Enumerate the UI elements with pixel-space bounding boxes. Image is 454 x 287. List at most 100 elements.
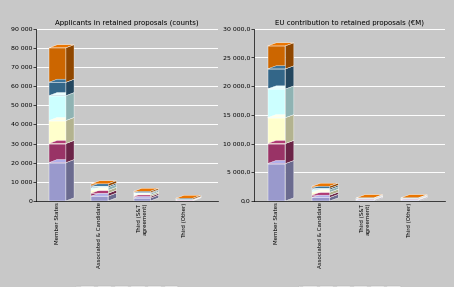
Polygon shape: [330, 185, 338, 190]
Polygon shape: [49, 117, 74, 121]
Polygon shape: [133, 190, 159, 193]
Bar: [401, 199, 419, 200]
Bar: [356, 198, 374, 199]
Polygon shape: [193, 197, 201, 200]
Polygon shape: [108, 190, 116, 196]
Polygon shape: [356, 196, 383, 199]
Bar: [267, 118, 285, 144]
Polygon shape: [91, 187, 116, 190]
Polygon shape: [312, 192, 338, 195]
Bar: [356, 199, 374, 200]
Polygon shape: [285, 43, 294, 69]
Bar: [312, 190, 330, 192]
Bar: [267, 89, 285, 118]
Polygon shape: [312, 194, 338, 197]
Polygon shape: [66, 140, 74, 163]
Polygon shape: [419, 195, 427, 199]
Bar: [312, 197, 330, 201]
Polygon shape: [151, 190, 159, 195]
Polygon shape: [419, 197, 427, 200]
Polygon shape: [49, 140, 74, 144]
Polygon shape: [151, 192, 159, 197]
Polygon shape: [401, 195, 427, 198]
Polygon shape: [356, 197, 383, 200]
Polygon shape: [66, 93, 74, 121]
Bar: [312, 195, 330, 197]
Polygon shape: [401, 197, 427, 199]
Bar: [91, 193, 108, 196]
Polygon shape: [267, 160, 294, 164]
Bar: [91, 190, 108, 193]
Polygon shape: [193, 195, 201, 199]
Polygon shape: [151, 195, 159, 201]
Polygon shape: [193, 196, 201, 200]
Polygon shape: [267, 140, 294, 144]
Polygon shape: [133, 195, 159, 198]
Polygon shape: [267, 86, 294, 89]
Bar: [49, 163, 66, 201]
Polygon shape: [285, 66, 294, 89]
Polygon shape: [133, 190, 159, 193]
Polygon shape: [108, 181, 116, 186]
Polygon shape: [108, 193, 116, 201]
Polygon shape: [151, 193, 159, 198]
Bar: [91, 196, 108, 201]
Polygon shape: [176, 197, 201, 200]
Polygon shape: [91, 183, 116, 186]
Polygon shape: [193, 197, 201, 201]
Polygon shape: [330, 194, 338, 201]
Bar: [312, 186, 330, 188]
Bar: [49, 82, 66, 96]
Bar: [49, 121, 66, 144]
Polygon shape: [108, 183, 116, 187]
Polygon shape: [267, 115, 294, 118]
Polygon shape: [91, 181, 116, 184]
Polygon shape: [312, 185, 338, 188]
Legend: 2007, 2008, 2009, 2010, 2011, 2012: 2007, 2008, 2009, 2010, 2011, 2012: [76, 286, 178, 287]
Polygon shape: [356, 195, 383, 199]
Bar: [49, 144, 66, 163]
Bar: [133, 193, 151, 195]
Polygon shape: [193, 197, 201, 201]
Bar: [401, 200, 419, 201]
Polygon shape: [419, 196, 427, 199]
Title: Applicants in retained proposals (counts): Applicants in retained proposals (counts…: [55, 20, 199, 26]
Polygon shape: [285, 115, 294, 144]
Bar: [91, 186, 108, 187]
Bar: [91, 184, 108, 186]
Polygon shape: [176, 197, 201, 201]
Polygon shape: [66, 45, 74, 82]
Polygon shape: [176, 197, 201, 200]
Polygon shape: [374, 195, 383, 198]
Polygon shape: [330, 183, 338, 188]
Polygon shape: [374, 196, 383, 199]
Polygon shape: [151, 190, 159, 193]
Polygon shape: [49, 160, 74, 163]
Polygon shape: [312, 187, 338, 190]
Polygon shape: [66, 79, 74, 96]
Polygon shape: [312, 183, 338, 186]
Bar: [91, 187, 108, 190]
Bar: [49, 48, 66, 82]
Polygon shape: [330, 187, 338, 192]
Bar: [267, 164, 285, 201]
Polygon shape: [151, 188, 159, 193]
Bar: [401, 198, 419, 199]
Polygon shape: [374, 195, 383, 199]
Bar: [133, 197, 151, 198]
Polygon shape: [285, 160, 294, 201]
Polygon shape: [108, 187, 116, 193]
Polygon shape: [285, 86, 294, 118]
Polygon shape: [133, 193, 159, 197]
Bar: [267, 46, 285, 69]
Polygon shape: [356, 197, 383, 199]
Polygon shape: [401, 195, 427, 198]
Bar: [312, 192, 330, 195]
Bar: [133, 195, 151, 197]
Polygon shape: [330, 189, 338, 195]
Polygon shape: [91, 185, 116, 187]
Polygon shape: [193, 197, 201, 200]
Polygon shape: [91, 190, 116, 193]
Legend: 2007, 2008, 2009, 2010, 2011, 2012: 2007, 2008, 2009, 2010, 2011, 2012: [299, 286, 400, 287]
Polygon shape: [401, 196, 427, 199]
